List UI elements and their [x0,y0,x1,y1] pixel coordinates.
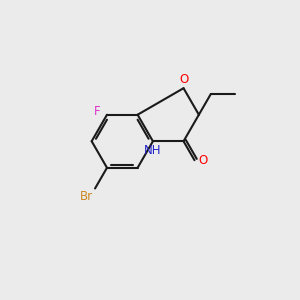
Text: NH: NH [144,144,161,158]
Text: O: O [179,73,188,86]
Text: O: O [199,154,208,167]
Text: F: F [94,105,100,118]
Text: Br: Br [80,190,93,203]
